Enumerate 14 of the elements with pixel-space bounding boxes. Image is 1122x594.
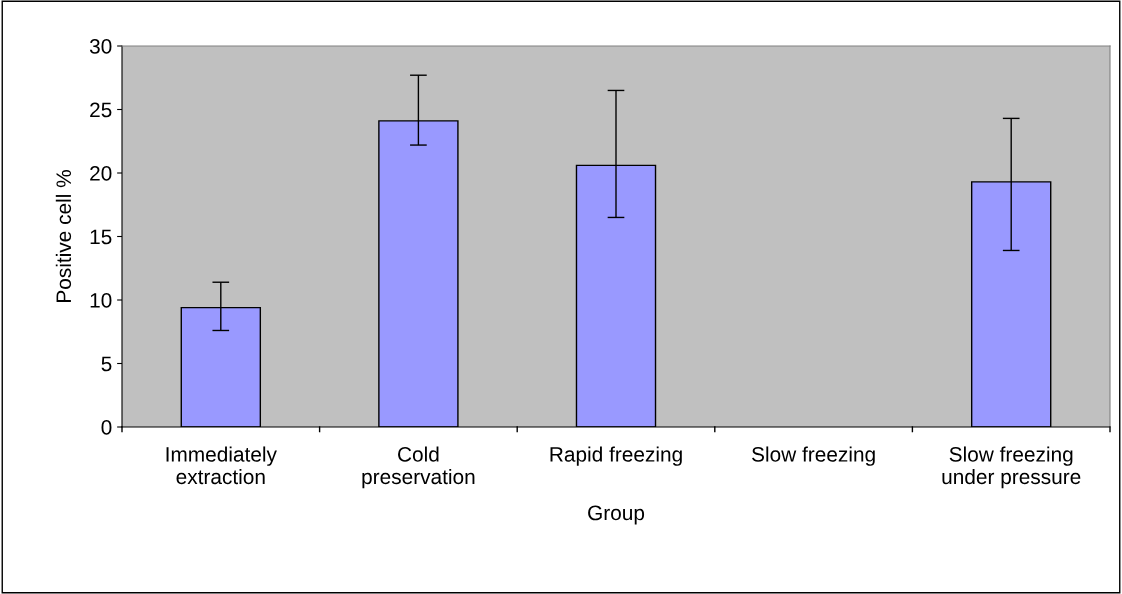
x-axis-title: Group bbox=[588, 505, 645, 525]
y-tick-label: 5 bbox=[101, 356, 112, 372]
x-tick-label: Slow freezing under pressure bbox=[942, 446, 1081, 489]
y-tick-label: 25 bbox=[90, 102, 112, 118]
x-tick-label: Slow freezing bbox=[752, 446, 875, 466]
y-tick-label: 0 bbox=[101, 420, 112, 435]
y-axis-title: Positive cell % bbox=[55, 170, 72, 302]
x-tick-label: Rapid freezing bbox=[550, 446, 682, 466]
y-tick-label: 30 bbox=[89, 39, 112, 54]
y-tick-label: 20 bbox=[90, 166, 112, 181]
y-tick-label: 10 bbox=[90, 293, 112, 308]
y-tick-label: 15 bbox=[90, 229, 112, 245]
x-tick-label: Cold preservation bbox=[362, 446, 475, 489]
x-tick-label: Immediately extraction bbox=[166, 446, 277, 485]
